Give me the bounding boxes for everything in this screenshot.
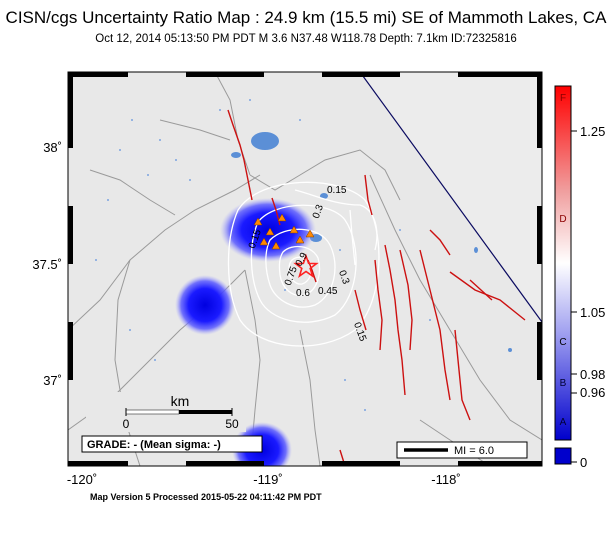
contour-label: 0.6 xyxy=(296,288,310,299)
mi-legend: MI = 6.0 xyxy=(396,441,528,459)
contour-label: 0.45 xyxy=(318,286,338,297)
colorbar-tick-label: 0 xyxy=(580,455,587,470)
y-tick-label: 37˚ xyxy=(43,373,62,388)
grade-box: GRADE: - (Mean sigma: -) xyxy=(81,435,263,453)
state-border xyxy=(359,72,542,323)
footer-version: Map Version 5 Processed 2015-05-22 04:11… xyxy=(90,492,322,502)
x-tick-label: -120˚ xyxy=(67,472,97,487)
map-title: CISN/cgs Uncertainty Ratio Map : 24.9 km… xyxy=(5,8,607,27)
scale-title: km xyxy=(171,393,190,409)
colorbar-letter: F xyxy=(560,93,566,104)
colorbar-tick-label: 1.25 xyxy=(580,124,605,139)
y-axis-labels: 38˚ 37.5˚ 37˚ xyxy=(32,140,62,388)
y-tick-label: 38˚ xyxy=(43,140,62,155)
scale-left-label: 0 xyxy=(123,417,130,431)
y-tick-label: 37.5˚ xyxy=(32,257,62,272)
colorbar-tick-label: 0.96 xyxy=(580,385,605,400)
map-area: 0.15 0.3 0.15 0.9 0.75 0.6 0.45 0.3 0.15… xyxy=(68,72,542,466)
contour-lines xyxy=(227,181,380,347)
small-ponds xyxy=(95,99,431,421)
colorbar: F D C B A 1.25 1.05 0.98 0.96 0 xyxy=(554,85,605,470)
x-tick-label: -118˚ xyxy=(431,472,460,487)
x-axis-labels: -120˚ -119˚ -118˚ xyxy=(67,472,461,487)
stations xyxy=(253,213,315,250)
colorbar-tick-label: 1.05 xyxy=(580,305,605,320)
map-frame xyxy=(67,71,543,467)
contour-label: 0.3 xyxy=(311,203,326,220)
mi-label: MI = 6.0 xyxy=(454,445,494,457)
faults xyxy=(227,109,526,466)
colorbar-letter: D xyxy=(559,214,566,225)
x-tick-label: -119˚ xyxy=(253,472,282,487)
colorbar-zero-swatch xyxy=(554,447,572,465)
scale-right-label: 50 xyxy=(225,417,239,431)
contour-labels: 0.15 0.3 0.15 0.9 0.75 0.6 0.45 0.3 0.15 xyxy=(247,185,368,343)
grade-label: GRADE: - (Mean sigma: -) xyxy=(87,439,221,451)
contour-label: 0.15 xyxy=(327,185,347,196)
epicenter-star xyxy=(293,253,319,278)
colorbar-letter: B xyxy=(560,378,567,389)
scale-bar: km 0 50 xyxy=(86,392,246,432)
colorbar-tick-label: 0.98 xyxy=(580,367,605,382)
contour-label: 0.3 xyxy=(336,269,351,286)
colorbar-letter: A xyxy=(560,417,567,428)
colorbar-letter: C xyxy=(559,337,566,348)
event-info: Oct 12, 2014 05:13:50 PM PDT M 3.6 N37.4… xyxy=(95,33,517,45)
